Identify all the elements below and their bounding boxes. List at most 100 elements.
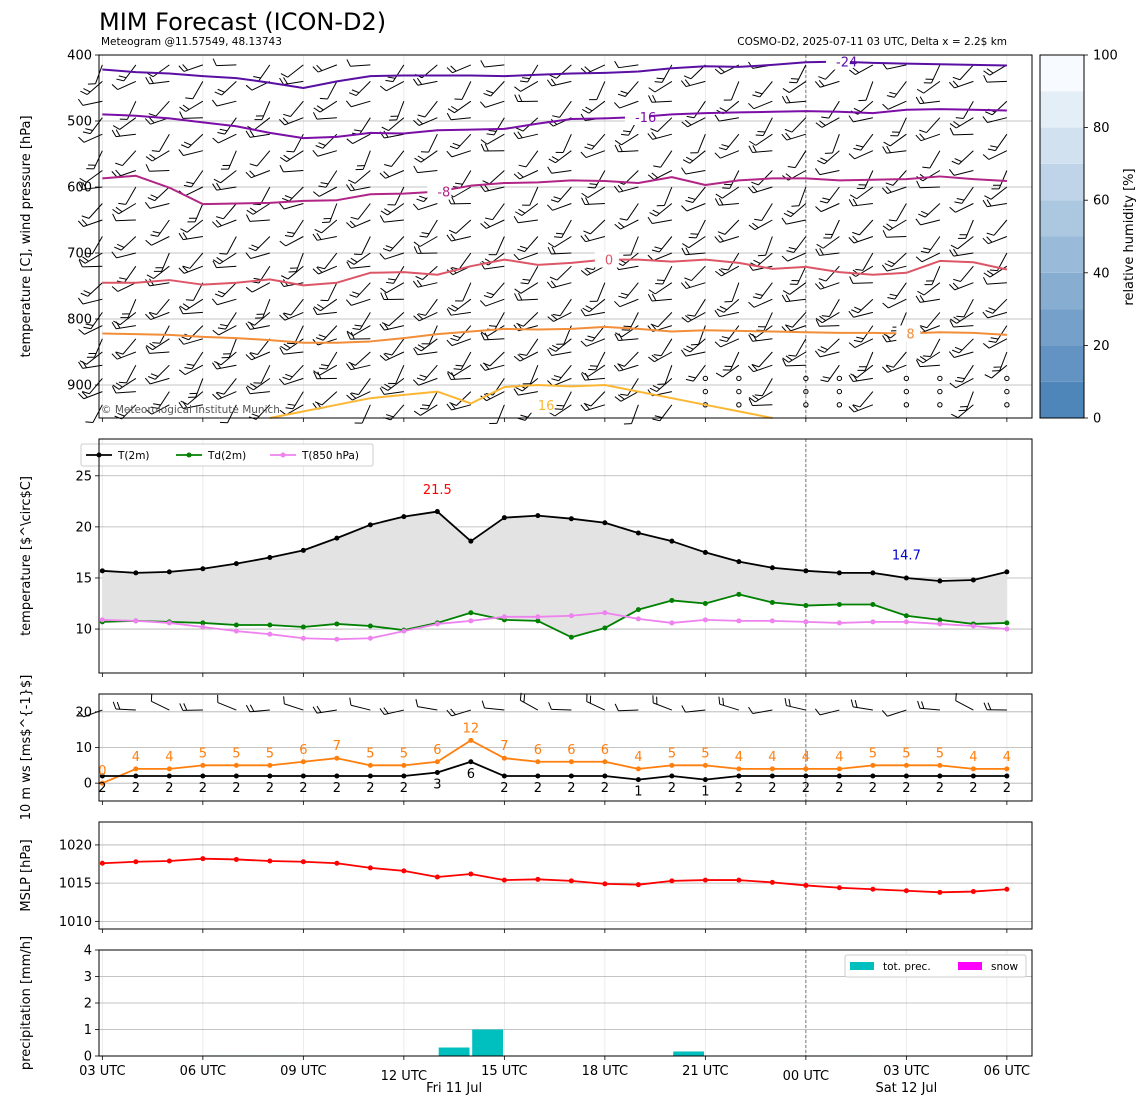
wind-barb: [112, 377, 137, 390]
colorbar-segment: [1040, 91, 1084, 128]
wind-barb: [919, 312, 941, 329]
mean-value-label: 2: [333, 781, 341, 796]
gust-value-label: 5: [232, 746, 240, 761]
data-point: [702, 549, 708, 555]
wind-barb: [446, 402, 471, 411]
wind-barb: [882, 230, 907, 238]
data-point: [635, 766, 641, 772]
data-point: [434, 769, 440, 775]
wind-barb: [216, 203, 237, 220]
y-tick-label: 3: [84, 970, 92, 985]
wind-barb: [584, 133, 606, 150]
data-point: [401, 773, 407, 779]
wind-barb: [288, 252, 304, 273]
gust-value-label: 6: [567, 743, 575, 758]
data-point: [1004, 773, 1010, 779]
extreme-annotation: 21.5: [423, 483, 452, 498]
mean-value-label: 2: [500, 781, 508, 796]
precipitation-panel: 0 1 2 3 4 precipitation [mm/h] tot. prec. snow: [19, 936, 1033, 1070]
isotherm-label: 0: [605, 254, 613, 269]
wind-barb: [556, 325, 572, 345]
wind-barb: [115, 150, 137, 167]
wind-barb: [613, 363, 639, 372]
wind-barb-10m: [614, 703, 639, 712]
panel-border: [98, 54, 1033, 419]
wind-barb: [985, 298, 1008, 314]
figure-title: MIM Forecast (ICON-D2): [99, 8, 386, 36]
wind-barb: [653, 150, 673, 168]
wind-barb: [318, 170, 338, 188]
gust-value-label: 4: [969, 750, 977, 765]
colorbar-tick-label: 80: [1093, 121, 1110, 136]
data-point: [166, 858, 172, 864]
y-tick-label: 900: [67, 379, 92, 394]
isotherm-label: -8: [437, 186, 450, 201]
data-point: [267, 762, 273, 768]
data-point: [401, 762, 407, 768]
legend: T(2m) Td(2m) T(850 hPa): [80, 443, 374, 467]
wind-barb: [583, 219, 606, 235]
wind-barb: [549, 64, 572, 79]
wind-barb: [385, 265, 405, 284]
isotherm-label-bg: [896, 325, 921, 342]
colorbar-tick-label: 100: [1093, 49, 1118, 64]
y-tick-label: 2: [84, 997, 92, 1012]
wind-barb: [112, 213, 136, 222]
wind-barb-10m: [312, 705, 337, 714]
mean-value-label: 2: [735, 781, 743, 796]
mean-value-label: 2: [601, 781, 609, 796]
wind-barb: [212, 58, 237, 67]
data-point: [367, 865, 373, 871]
legend-marker: [280, 452, 286, 458]
wind-barb: [992, 351, 1008, 372]
wind-barb: [380, 203, 405, 216]
wind-barb: [823, 219, 840, 239]
wind-barb: [447, 100, 472, 114]
wind-barb: [217, 312, 237, 330]
wind-barb: [748, 145, 773, 153]
wind-barb: [446, 338, 472, 347]
mslp-panel: 1010 1015 1020 MSLP [hPa]: [19, 821, 1033, 933]
data-point: [970, 773, 976, 779]
x-tick-label: 03 UTC: [883, 1064, 929, 1079]
wind-barb: [882, 298, 907, 309]
data-point: [233, 762, 239, 768]
wind-barb-10m: [379, 707, 404, 716]
wind-barb: [379, 252, 405, 260]
y-tick-label: 4: [84, 944, 92, 959]
data-point: [434, 874, 440, 880]
panel-border: [98, 693, 1033, 802]
wind-barb: [949, 248, 974, 257]
data-point: [200, 856, 206, 862]
data-point: [535, 759, 541, 765]
data-point: [401, 514, 407, 520]
data-point: [836, 773, 842, 779]
data-point: [736, 618, 742, 624]
calm-wind-marker: [937, 388, 943, 395]
wind-barb-10m: [955, 693, 974, 711]
wind-barb: [347, 252, 371, 265]
wind-barb: [212, 219, 237, 228]
wind-barb: [714, 235, 740, 243]
data-point: [769, 773, 775, 779]
data-point: [367, 762, 373, 768]
wind-barb: [647, 293, 672, 302]
wind-barb: [623, 404, 639, 425]
wind-barb: [516, 312, 539, 327]
mean-value-label: 1: [634, 785, 642, 800]
calm-wind-marker: [836, 388, 843, 395]
gust-value-label: 4: [132, 750, 140, 765]
series-line-T(850 hPa): [102, 611, 1007, 641]
wind-barb: [782, 351, 807, 363]
mean-value-label: 2: [567, 781, 575, 796]
wind-barb: [82, 117, 103, 135]
wind-barb: [748, 298, 773, 308]
wind-barb: [249, 150, 271, 167]
wind-barb: [817, 338, 840, 353]
colorbar-border: [1039, 54, 1085, 419]
wind-barb: [320, 282, 338, 302]
wind-barb: [547, 236, 572, 248]
wind-barb: [245, 386, 270, 395]
wind-barb: [153, 252, 170, 272]
data-point: [1004, 886, 1010, 892]
